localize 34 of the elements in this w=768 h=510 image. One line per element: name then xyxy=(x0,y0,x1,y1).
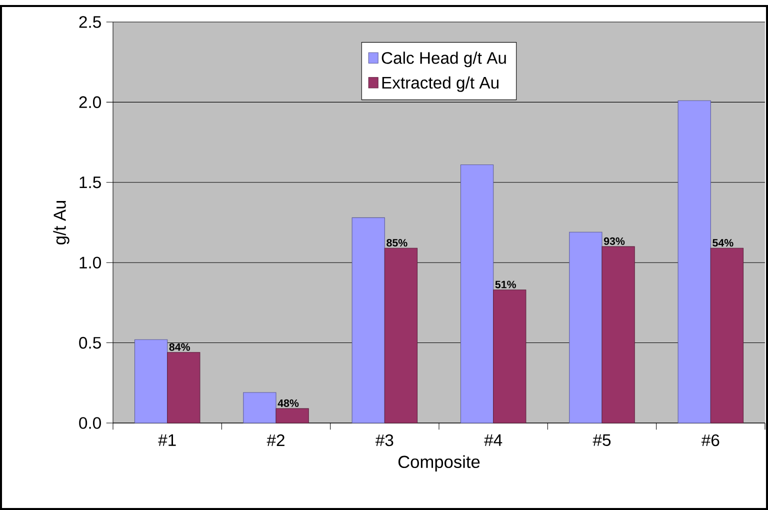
bar xyxy=(167,352,200,424)
bar xyxy=(276,408,309,424)
y-tick-label: 2.0 xyxy=(79,96,101,108)
annotation: 93% xyxy=(604,237,625,245)
y-tick-label: 1.5 xyxy=(80,176,101,188)
bar xyxy=(710,248,744,424)
legend-label: Calc Head g/t Au xyxy=(382,52,506,68)
y-tick-label: 0.5 xyxy=(79,336,101,349)
bar xyxy=(134,339,168,424)
x-tick-label: #5 xyxy=(592,434,611,446)
x-tick-label: #2 xyxy=(266,434,284,446)
bar xyxy=(352,217,385,424)
annotation: 51% xyxy=(495,280,516,288)
annotation: 48% xyxy=(278,399,299,407)
bar xyxy=(384,248,418,424)
y-tick-label: 1.0 xyxy=(80,256,101,268)
x-tick-label: #3 xyxy=(375,434,394,446)
bar xyxy=(602,246,635,424)
y-axis-title: g/t Au xyxy=(53,201,70,244)
x-axis-title: Composite xyxy=(398,455,480,472)
x-tick-label: #6 xyxy=(701,434,720,446)
x-tick-label: #1 xyxy=(158,434,176,446)
legend-label: Extracted g/t Au xyxy=(382,76,498,92)
y-tick-label: 2.5 xyxy=(79,16,101,28)
bar xyxy=(493,290,526,424)
bar xyxy=(569,232,602,424)
bar xyxy=(678,100,711,424)
annotation: 54% xyxy=(712,239,734,247)
annotation: 85% xyxy=(386,239,408,247)
annotation: 84% xyxy=(169,343,190,351)
bar xyxy=(243,392,276,424)
x-tick-label: #4 xyxy=(484,434,502,446)
y-tick-label: 0.0 xyxy=(79,417,101,429)
bar xyxy=(460,164,494,424)
